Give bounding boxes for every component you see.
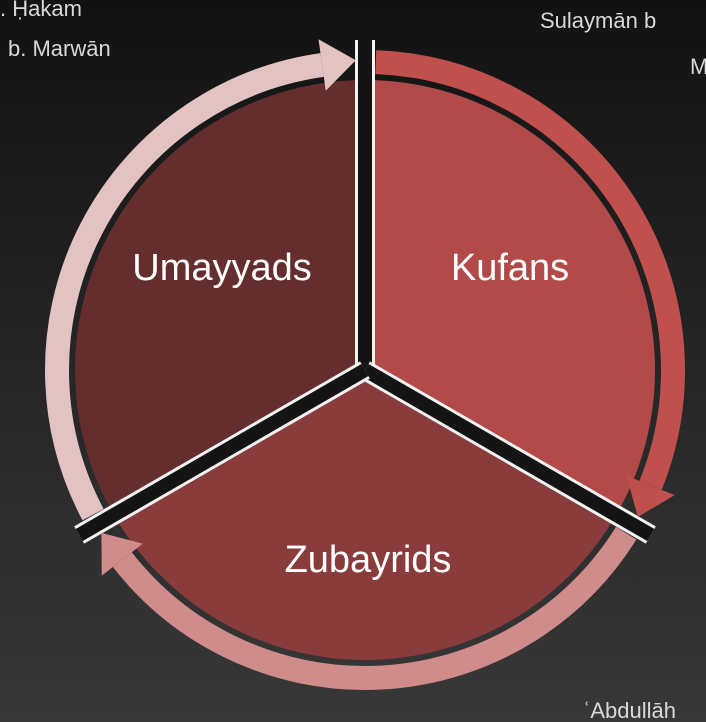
arrow-body	[375, 50, 685, 490]
annotation: b. Marwān	[8, 36, 111, 61]
arrow-head	[101, 532, 143, 576]
cycle	[45, 39, 685, 690]
arrow-body	[45, 53, 324, 521]
segment-label: Zubayrids	[285, 539, 452, 581]
separator	[361, 363, 655, 542]
segment-label: Umayyads	[132, 247, 312, 289]
arrow-body	[112, 526, 637, 690]
annotation: M	[690, 54, 706, 79]
annotation: ʿAbdullāh	[583, 698, 676, 722]
arrow-head	[626, 475, 675, 517]
segment-label: Kufans	[451, 247, 569, 289]
annotation: Sulaymān b	[540, 8, 656, 33]
arrow-head	[318, 39, 356, 91]
separator	[75, 363, 369, 542]
annotation: . Ḥakam	[0, 0, 82, 21]
